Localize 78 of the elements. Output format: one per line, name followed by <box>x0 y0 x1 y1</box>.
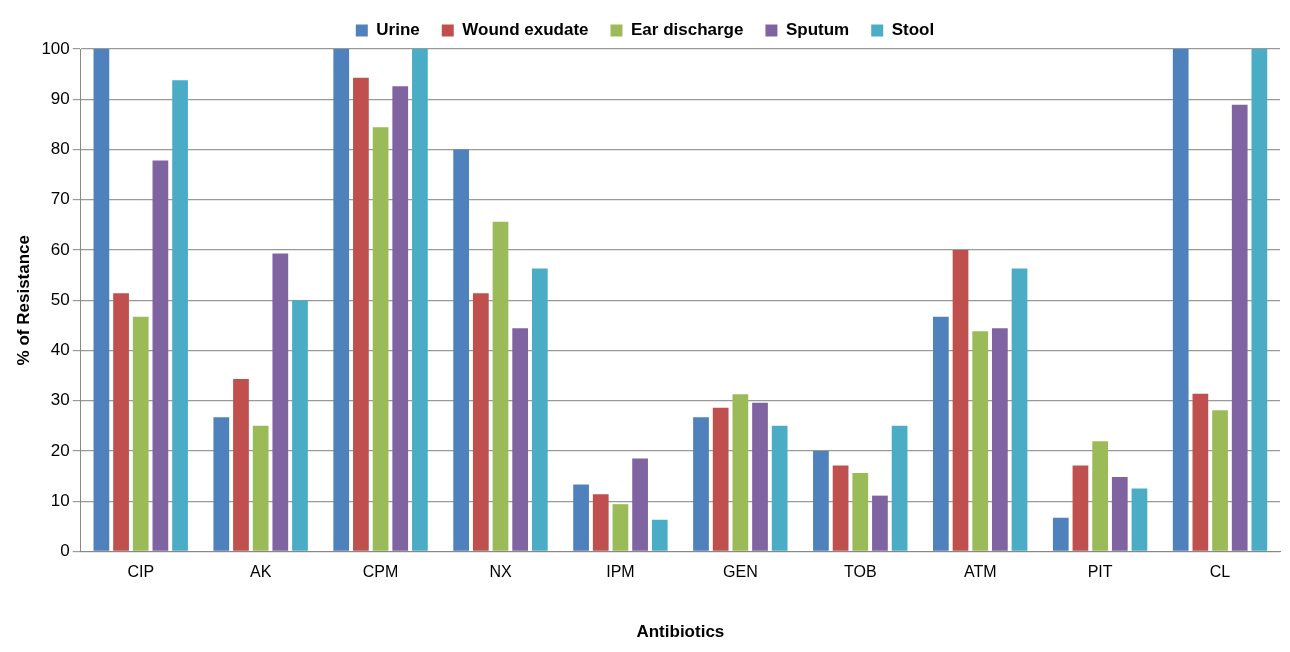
bar <box>531 268 548 551</box>
x-tick-label: IPM <box>606 563 635 581</box>
bar <box>113 293 129 551</box>
bar <box>891 425 908 551</box>
y-tick-label: 20 <box>50 440 70 460</box>
bar <box>252 425 269 551</box>
x-tick-label: CPM <box>362 563 399 581</box>
bar <box>712 407 729 551</box>
bar <box>1192 393 1209 551</box>
bar <box>1212 410 1228 551</box>
bar <box>1231 104 1248 551</box>
x-tick-label: AK <box>249 563 272 581</box>
bar <box>372 127 389 551</box>
y-tick-label: 40 <box>50 340 70 360</box>
y-tick-label: 60 <box>50 239 70 259</box>
bar <box>152 160 169 551</box>
bar <box>333 49 350 551</box>
bar <box>1011 268 1028 551</box>
y-tick-label: 50 <box>50 289 70 309</box>
bar <box>1052 517 1069 551</box>
x-tick-label: NX <box>489 563 512 581</box>
legend-label: Ear discharge <box>631 20 744 40</box>
bar <box>1131 488 1148 551</box>
bar <box>353 77 369 551</box>
bar <box>813 450 829 551</box>
y-tick-label: 80 <box>50 139 70 159</box>
bar <box>453 149 470 551</box>
bar <box>1172 49 1189 551</box>
y-tick-label: 90 <box>50 88 70 108</box>
x-tick-label: GEN <box>723 563 758 581</box>
y-axis-title: % of Resistance <box>13 235 33 366</box>
y-tick-label: 100 <box>41 38 70 58</box>
bar <box>852 473 869 551</box>
x-tick-label: CL <box>1209 563 1231 581</box>
x-tick-label: TOB <box>843 563 877 581</box>
bar <box>492 221 509 551</box>
bar <box>1072 465 1089 551</box>
legend-label: Urine <box>376 20 420 40</box>
bar <box>872 495 888 551</box>
bar <box>612 504 629 551</box>
bar <box>632 458 648 551</box>
bar <box>752 402 768 551</box>
bar <box>512 328 529 551</box>
x-tick-label: ATM <box>963 563 997 581</box>
bar <box>172 80 188 551</box>
bar <box>972 331 989 551</box>
bar <box>1092 441 1108 551</box>
bar <box>1111 477 1128 551</box>
bar <box>991 328 1008 551</box>
y-tick-label: 0 <box>60 541 70 561</box>
bar <box>213 417 230 551</box>
x-tick-label: PIT <box>1087 563 1113 581</box>
bar <box>573 484 589 551</box>
bar <box>272 253 289 551</box>
bar <box>292 300 308 551</box>
y-tick-label: 30 <box>50 390 70 410</box>
bar <box>392 86 409 551</box>
bar <box>693 417 709 551</box>
bar <box>651 519 668 551</box>
legend-label: Stool <box>891 20 935 40</box>
x-tick-label: CIP <box>127 563 155 581</box>
bar <box>771 425 788 551</box>
bar <box>472 293 489 551</box>
bar <box>952 249 969 551</box>
y-tick-label: 70 <box>50 189 70 209</box>
bar <box>592 494 609 551</box>
x-axis-title: Antibiotics <box>636 622 725 642</box>
bar <box>132 316 149 551</box>
legend-label: Wound exudate <box>462 20 589 40</box>
bar <box>233 379 249 551</box>
bar <box>932 316 949 551</box>
bar <box>412 49 428 551</box>
bar <box>732 394 749 551</box>
bar <box>93 49 110 551</box>
bar <box>832 465 849 551</box>
bar <box>1251 49 1268 551</box>
legend-label: Sputum <box>785 20 850 40</box>
y-tick-label: 10 <box>50 490 70 510</box>
